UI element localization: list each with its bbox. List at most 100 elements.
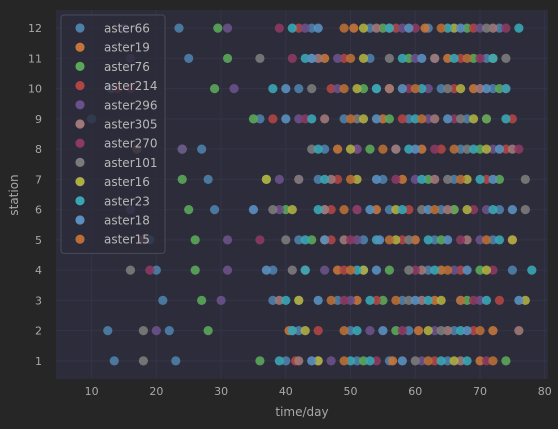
data-point bbox=[391, 205, 401, 215]
data-point bbox=[456, 356, 466, 366]
data-point bbox=[430, 265, 440, 275]
data-point bbox=[436, 326, 446, 336]
data-point bbox=[436, 84, 446, 94]
data-point bbox=[423, 265, 433, 275]
data-point bbox=[410, 356, 420, 366]
data-point bbox=[494, 205, 505, 215]
data-point bbox=[378, 326, 388, 336]
data-point bbox=[488, 84, 498, 94]
data-point bbox=[391, 23, 401, 33]
data-point bbox=[507, 265, 517, 275]
data-point bbox=[488, 326, 498, 336]
legend-label: aster19 bbox=[104, 41, 150, 55]
data-point bbox=[417, 205, 427, 215]
data-point bbox=[507, 235, 517, 245]
data-point bbox=[255, 53, 265, 63]
data-point bbox=[397, 295, 407, 305]
data-point bbox=[436, 144, 446, 154]
data-point bbox=[410, 174, 420, 184]
legend-label: aster270 bbox=[104, 137, 158, 151]
data-point bbox=[410, 53, 420, 63]
data-point bbox=[281, 84, 291, 94]
x-tick-label: 20 bbox=[149, 385, 163, 398]
data-point bbox=[326, 295, 336, 305]
data-point bbox=[294, 235, 304, 245]
data-point bbox=[397, 326, 407, 336]
data-point bbox=[449, 205, 459, 215]
data-point bbox=[307, 53, 317, 63]
data-point bbox=[103, 326, 113, 336]
data-point bbox=[371, 356, 382, 366]
data-point bbox=[468, 114, 479, 124]
data-point bbox=[313, 295, 323, 305]
data-point bbox=[339, 114, 349, 124]
data-point bbox=[313, 205, 323, 215]
data-point bbox=[462, 235, 472, 245]
data-point bbox=[261, 174, 271, 184]
data-point bbox=[248, 205, 259, 215]
data-point bbox=[423, 326, 433, 336]
data-point bbox=[313, 356, 323, 366]
data-point bbox=[213, 23, 223, 33]
data-point bbox=[449, 53, 459, 63]
y-axis-label: station bbox=[7, 174, 21, 215]
data-point bbox=[307, 356, 317, 366]
data-point bbox=[507, 205, 517, 215]
y-tick-label: 6 bbox=[35, 204, 42, 217]
x-axis-ticks: 10 20 30 40 50 60 70 80 bbox=[85, 385, 552, 398]
data-point bbox=[449, 23, 459, 33]
data-point bbox=[462, 295, 472, 305]
data-point bbox=[164, 326, 174, 336]
data-point bbox=[423, 84, 433, 94]
data-point bbox=[507, 114, 517, 124]
data-point bbox=[371, 265, 382, 275]
data-point bbox=[417, 84, 427, 94]
data-point bbox=[384, 205, 394, 215]
data-point bbox=[222, 265, 233, 275]
data-point bbox=[255, 114, 265, 124]
data-point bbox=[404, 23, 414, 33]
data-point bbox=[494, 235, 505, 245]
data-point bbox=[456, 114, 466, 124]
data-point bbox=[501, 356, 511, 366]
data-point bbox=[378, 174, 388, 184]
data-point bbox=[456, 53, 466, 63]
data-point bbox=[520, 174, 530, 184]
data-point bbox=[365, 295, 375, 305]
data-point bbox=[339, 326, 349, 336]
data-point bbox=[494, 144, 505, 154]
data-point bbox=[365, 326, 375, 336]
data-point bbox=[481, 23, 492, 33]
data-point bbox=[391, 326, 401, 336]
data-point bbox=[248, 114, 259, 124]
data-point bbox=[365, 53, 375, 63]
data-point bbox=[462, 205, 472, 215]
data-point bbox=[514, 23, 524, 33]
data-point bbox=[468, 23, 479, 33]
data-point bbox=[281, 235, 291, 245]
data-point bbox=[501, 23, 511, 33]
data-point bbox=[326, 84, 336, 94]
data-point bbox=[436, 235, 446, 245]
data-point bbox=[404, 114, 414, 124]
data-point bbox=[222, 235, 233, 245]
data-point bbox=[384, 235, 394, 245]
legend-marker bbox=[75, 23, 85, 33]
data-point bbox=[222, 23, 233, 33]
series-aster16 bbox=[261, 23, 530, 366]
data-point bbox=[300, 53, 310, 63]
data-point bbox=[443, 84, 453, 94]
data-point bbox=[430, 144, 440, 154]
data-point bbox=[307, 235, 317, 245]
data-point bbox=[365, 23, 375, 33]
data-point bbox=[488, 356, 498, 366]
data-point bbox=[294, 174, 304, 184]
data-point bbox=[384, 53, 394, 63]
data-point bbox=[320, 144, 330, 154]
data-point bbox=[410, 235, 420, 245]
data-point bbox=[462, 23, 472, 33]
data-point bbox=[358, 235, 369, 245]
data-point bbox=[197, 295, 207, 305]
data-point bbox=[420, 23, 430, 33]
data-point bbox=[436, 205, 446, 215]
